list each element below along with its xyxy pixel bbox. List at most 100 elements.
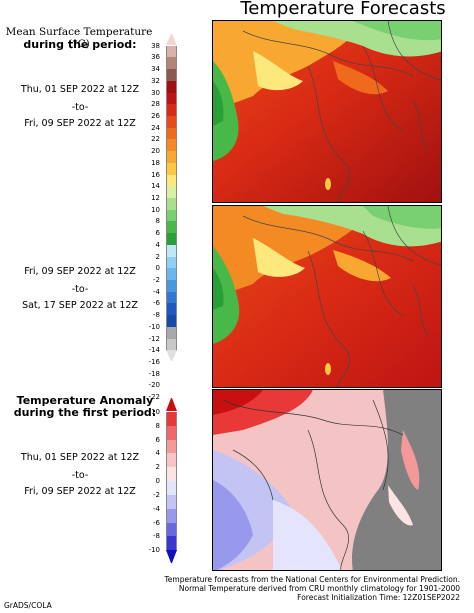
temperature-colorbar-segment bbox=[166, 34, 177, 45]
anomaly-colorbar-segment bbox=[166, 522, 177, 537]
temperature-colorbar-tick-label: 24 bbox=[151, 123, 160, 132]
panel3-date-end: Fri, 09 SEP 2022 at 12Z bbox=[24, 486, 136, 497]
anomaly-colorbar-tick-label: -4 bbox=[153, 504, 160, 513]
anomaly-colorbar-tick-label: -8 bbox=[153, 532, 160, 541]
forecast-map-period1 bbox=[212, 20, 442, 203]
anomaly-colorbar-segment bbox=[166, 467, 177, 482]
anomaly-colorbar-tick-label: 8 bbox=[155, 421, 160, 430]
temperature-colorbar-tick-label: -20 bbox=[148, 381, 160, 390]
temperature-colorbar-segment bbox=[166, 57, 177, 70]
anomaly-colorbar-tick-label: 6 bbox=[155, 435, 160, 444]
temperature-colorbar-tick-label: 8 bbox=[155, 217, 160, 226]
temperature-colorbar-segment bbox=[166, 326, 177, 340]
temperature-colorbar-tick-label: -2 bbox=[153, 276, 160, 284]
temperature-colorbar-tick-label: 22 bbox=[151, 135, 160, 144]
temperature-colorbar-tick-label: 16 bbox=[151, 170, 160, 179]
anomaly-colorbar bbox=[166, 398, 177, 564]
panel1-to: -to- bbox=[71, 102, 89, 113]
forecast-map-period2 bbox=[212, 205, 442, 388]
temperature-colorbar-tick-label: 30 bbox=[151, 88, 160, 97]
anomaly-colorbar-tick-label: -2 bbox=[153, 490, 160, 499]
temperature-colorbar-segment bbox=[166, 221, 177, 234]
anomaly-colorbar-tick-label: -10 bbox=[148, 546, 160, 555]
panel1-label-line2: during the period: bbox=[23, 38, 137, 51]
temperature-colorbar-segment bbox=[166, 244, 177, 258]
panel3-label-line1: Temperature Anomaly bbox=[16, 394, 154, 407]
temperature-colorbar-tick-label: 4 bbox=[155, 240, 160, 249]
panel1-label-line1: Mean Surface Temperature (°C) bbox=[5, 26, 153, 50]
anomaly-colorbar-segment bbox=[166, 550, 177, 564]
anomaly-colorbar-segment bbox=[166, 453, 177, 468]
temperature-colorbar-segment bbox=[166, 291, 177, 304]
temperature-colorbar-tick-label: -12 bbox=[148, 334, 160, 343]
temperature-colorbar-tick-label: -4 bbox=[153, 287, 160, 296]
temperature-colorbar-segment bbox=[166, 104, 177, 117]
temperature-colorbar-segment bbox=[166, 80, 177, 94]
panel3-date-start: Thu, 01 SEP 2022 at 12Z bbox=[20, 452, 140, 463]
anomaly-colorbar-tick-label: 10 bbox=[151, 407, 160, 416]
panel3-label-line2: during the first period: bbox=[13, 406, 157, 419]
temperature-colorbar-tick-label: -6 bbox=[153, 299, 160, 308]
temperature-colorbar-segment bbox=[166, 174, 177, 187]
temperature-colorbar-tick-label: 32 bbox=[151, 76, 160, 85]
temperature-colorbar-segment bbox=[166, 350, 177, 362]
temperature-colorbar-segment bbox=[166, 116, 177, 129]
temperature-colorbar-segment bbox=[166, 186, 177, 199]
temperature-colorbar-tick-label: 28 bbox=[151, 100, 160, 109]
temperature-colorbar-tick-label: -10 bbox=[148, 322, 160, 331]
temperature-colorbar-tick-label: 18 bbox=[151, 158, 160, 167]
temperature-colorbar-tick-label: 2 bbox=[155, 252, 160, 261]
grads-credit: GrADS/COLA bbox=[4, 601, 52, 610]
footer-line2: Normal Temperature derived from CRU mont… bbox=[178, 584, 460, 593]
anomaly-colorbar-segment bbox=[166, 411, 177, 427]
temperature-colorbar-tick-label: 20 bbox=[151, 147, 160, 156]
panel2-date-start: Fri, 09 SEP 2022 at 12Z bbox=[24, 266, 136, 277]
anomaly-colorbar-segment bbox=[166, 398, 177, 411]
anomaly-colorbar-segment bbox=[166, 508, 177, 523]
temperature-colorbar-tick-label: 0 bbox=[155, 264, 160, 273]
temperature-colorbar-segment bbox=[166, 268, 177, 281]
temperature-colorbar-tick-label: -16 bbox=[148, 358, 160, 366]
anomaly-colorbar-segment bbox=[166, 536, 177, 551]
anomaly-colorbar-tick-label: -6 bbox=[153, 518, 160, 527]
temperature-colorbar-tick-label: 34 bbox=[151, 65, 160, 74]
temperature-colorbar-segment bbox=[166, 69, 177, 82]
temperature-colorbar-segment bbox=[166, 303, 177, 316]
anomaly-colorbar-tick-label: 4 bbox=[155, 449, 160, 458]
footer-line1: Temperature forecasts from the National … bbox=[164, 575, 460, 584]
temperature-colorbar-segment bbox=[166, 139, 177, 152]
panel2-date-end: Sat, 17 SEP 2022 at 12Z bbox=[22, 300, 138, 311]
temperature-colorbar-tick-label: 10 bbox=[151, 205, 160, 214]
footer-line3: Forecast Initialization Time: 12Z01SEP20… bbox=[297, 593, 460, 602]
temperature-colorbar-tick-label: -18 bbox=[148, 369, 160, 378]
temperature-colorbar-segment bbox=[166, 127, 177, 140]
temperature-colorbar-segment bbox=[166, 315, 177, 328]
temperature-colorbar-tick-label: -14 bbox=[148, 346, 160, 355]
panel2-to: -to- bbox=[71, 284, 89, 295]
temperature-colorbar-tick-label: 26 bbox=[151, 112, 160, 120]
temperature-colorbar-tick-label: 36 bbox=[151, 53, 160, 62]
temperature-colorbar-segment bbox=[166, 338, 177, 351]
anomaly-colorbar-tick-label: 2 bbox=[155, 463, 160, 472]
temperature-colorbar-tick-label: 38 bbox=[151, 41, 160, 50]
temperature-colorbar-segment bbox=[166, 162, 177, 176]
anomaly-colorbar-segment bbox=[166, 481, 177, 496]
temperature-colorbar-segment bbox=[166, 92, 177, 105]
temperature-colorbar bbox=[166, 34, 177, 362]
temperature-colorbar-tick-label: 14 bbox=[151, 182, 160, 191]
temperature-colorbar-segment bbox=[166, 256, 177, 269]
temperature-colorbar-segment bbox=[166, 209, 177, 222]
anomaly-map-period1 bbox=[212, 389, 442, 571]
temperature-colorbar-ticks: 38 36 34 32 30 28 26 24 22 20 18 16 14 12 10 8 6 4 2 0 -2 -4-… bbox=[140, 34, 162, 401]
panel1-date-start: Thu, 01 SEP 2022 at 12Z bbox=[20, 84, 140, 95]
temperature-colorbar-segment bbox=[166, 45, 177, 58]
anomaly-colorbar-segment bbox=[166, 425, 177, 440]
temperature-colorbar-tick-label: 12 bbox=[151, 194, 160, 202]
temperature-colorbar-segment bbox=[166, 233, 177, 246]
temperature-colorbar-tick-label: 6 bbox=[155, 229, 160, 238]
temperature-colorbar-tick-label: -8 bbox=[153, 311, 160, 320]
anomaly-colorbar-ticks: 10 8 6 4 2 0 -2 -4 -6 -8 -10 bbox=[140, 398, 162, 564]
temperature-colorbar-segment bbox=[166, 280, 177, 293]
page-title: Temperature Forecasts bbox=[240, 0, 446, 19]
temperature-colorbar-segment bbox=[166, 198, 177, 211]
